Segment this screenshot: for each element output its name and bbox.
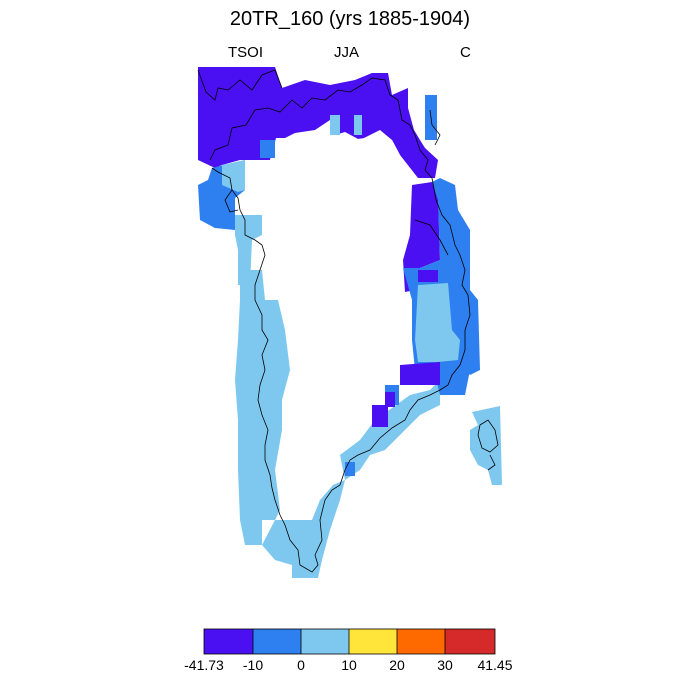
field-cell-west-light-a <box>235 215 262 285</box>
field-cell-north-light <box>354 115 362 135</box>
colorbar-tick-label: 20 <box>389 657 405 673</box>
colorbar-tick-label: 0 <box>297 657 305 673</box>
field-cell-east-dark-c <box>418 270 438 282</box>
units-label: C <box>460 44 471 61</box>
colorbar-swatch <box>397 629 445 654</box>
field-cell-west-north-light <box>222 160 245 192</box>
colorbar-tick-label: -10 <box>243 657 263 673</box>
field-cell-north-light <box>330 115 340 135</box>
colorbar: -41.73 -10 0 10 20 30 41.45 <box>184 628 513 673</box>
field-cell-east-light <box>415 283 460 362</box>
colorbar-swatch <box>445 629 495 654</box>
colorbar-tick-label: 41.45 <box>477 657 512 673</box>
colorbar-swatch <box>349 629 397 654</box>
colorbar-swatch <box>204 629 253 654</box>
field-cell-north-medium <box>260 140 275 158</box>
colorbar-tick-label: 10 <box>341 657 357 673</box>
variable-label: TSOI <box>228 44 264 61</box>
field-cell-south-dark <box>372 405 388 427</box>
field-cell-west-coast <box>235 270 290 545</box>
coastline <box>197 69 499 573</box>
field-cell-east-dark-b <box>400 362 440 385</box>
colorbar-swatch <box>253 629 301 654</box>
map-title: 20TR_160 (yrs 1885-1904) <box>229 8 471 30</box>
field-cell-south-medium <box>345 462 355 476</box>
field-cell-north-dark <box>198 67 438 178</box>
ice-sheet-interior-north <box>240 135 410 180</box>
season-label: JJA <box>334 44 360 61</box>
field-cell-east-medium <box>432 178 480 375</box>
colorbar-swatch <box>301 629 349 654</box>
field-cell-east-dark <box>403 182 440 292</box>
field-cell-south-dark <box>385 392 395 407</box>
colorbar-tick-label: -41.73 <box>184 657 224 673</box>
colorbar-tick-label: 30 <box>437 657 453 673</box>
field-cell-south <box>262 380 440 578</box>
